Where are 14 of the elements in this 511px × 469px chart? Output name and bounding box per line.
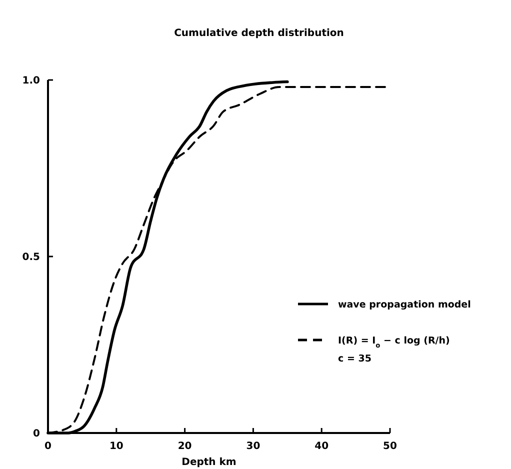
x-tick-label: 0 <box>44 441 52 452</box>
legend-label: I(R) = I$_{o}$ − c log (R/h) <box>338 335 450 350</box>
x-tick-label: 20 <box>178 441 192 452</box>
x-tick-label: 10 <box>109 441 124 452</box>
y-tick-label: 0 <box>33 428 40 440</box>
x-tick-label: 50 <box>383 441 397 452</box>
x-axis-title: Depth km <box>182 457 236 468</box>
y-tick-label: 1.0 <box>22 76 40 86</box>
legend-label: wave propagation model <box>338 299 471 310</box>
x-tick-label: 30 <box>246 441 260 452</box>
chart-title: Cumulative depth distribution <box>174 28 344 39</box>
x-tick-label: 40 <box>314 441 329 452</box>
annotation: c = 35 <box>338 353 372 364</box>
y-tick-label: 0.5 <box>22 252 40 263</box>
